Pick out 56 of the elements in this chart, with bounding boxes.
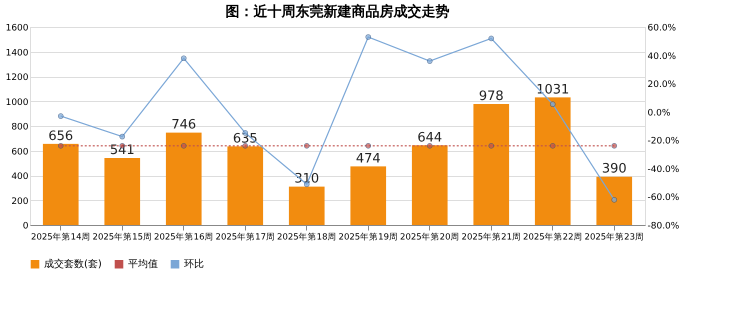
bar — [166, 132, 202, 225]
bar — [104, 158, 140, 225]
bar — [350, 166, 386, 225]
data-label: 746 — [171, 118, 196, 133]
y2-tick-label: 60.0% — [648, 24, 677, 34]
y-tick-label: 800 — [11, 122, 29, 132]
y2-tick-label: 40.0% — [648, 52, 677, 62]
data-label: 541 — [110, 143, 135, 158]
bar — [288, 186, 325, 225]
data-label: 390 — [602, 162, 627, 177]
y-tick-label: 1600 — [6, 24, 29, 34]
bar — [473, 104, 510, 225]
x-tick-label: 2025年第21周 — [462, 232, 521, 242]
y-tick-label: 0 — [22, 222, 29, 232]
x-tick-label: 2025年第16周 — [154, 232, 214, 242]
x-tick-label: 2025年第23周 — [584, 232, 644, 242]
point — [365, 34, 372, 40]
x-tick-label: 2025年第22周 — [523, 232, 582, 242]
point — [488, 36, 494, 42]
legend-label: 成交套数(套) — [44, 258, 102, 270]
point — [58, 113, 64, 119]
data-label: 474 — [356, 151, 381, 166]
x-tick-label: 2025年第15周 — [92, 232, 152, 242]
point — [119, 134, 126, 140]
x-tick-label: 2025年第19周 — [338, 232, 398, 242]
y2-tick-label: -20.0% — [648, 136, 680, 147]
y-tick-label: 1000 — [6, 98, 29, 108]
data-label: 978 — [478, 88, 504, 104]
bar — [596, 176, 632, 225]
bar — [227, 146, 264, 225]
y2-tick-label: 20.0% — [648, 80, 677, 90]
data-label: 644 — [417, 130, 442, 146]
y-tick-label: 200 — [11, 196, 29, 207]
chart-title: 图：近十周东莞新建商品房成交走势 — [226, 3, 450, 20]
legend-label: 平均值 — [128, 258, 158, 270]
point — [180, 55, 187, 62]
point — [611, 197, 618, 203]
x-tick-label: 2025年第20周 — [400, 232, 460, 242]
x-tick-label: 2025年第18周 — [277, 232, 336, 242]
y-tick-label: 1200 — [6, 73, 29, 83]
legend-label: 环比 — [184, 258, 204, 270]
y2-tick-label: -40.0% — [648, 164, 680, 175]
y2-tick-label: -80.0% — [648, 222, 680, 232]
y2-tick-label: -60.0% — [648, 193, 680, 204]
y-tick-label: 400 — [11, 172, 29, 182]
data-label: 656 — [48, 128, 74, 144]
point — [550, 101, 556, 108]
bar — [412, 145, 448, 225]
point — [426, 58, 433, 64]
bar — [42, 144, 79, 225]
bar — [534, 97, 571, 225]
y-tick-label: 600 — [11, 147, 29, 158]
x-tick-label: 2025年第14周 — [31, 232, 90, 242]
y-tick-label: 1400 — [6, 48, 29, 58]
x-tick-label: 2025年第17周 — [216, 232, 275, 242]
y2-tick-label: 0.0% — [648, 108, 671, 118]
